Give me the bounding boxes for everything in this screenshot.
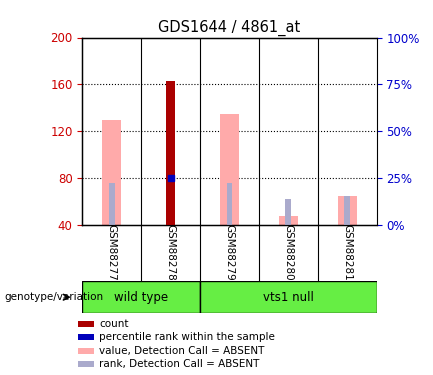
Text: GSM88281: GSM88281: [342, 224, 352, 280]
Bar: [285, 199, 291, 225]
Bar: [166, 81, 175, 225]
Bar: [78, 321, 94, 327]
Text: GSM88280: GSM88280: [283, 224, 294, 280]
Bar: [78, 334, 94, 340]
Bar: [78, 348, 94, 354]
Text: genotype/variation: genotype/variation: [4, 292, 103, 302]
Bar: [220, 114, 239, 225]
Text: GSM88279: GSM88279: [224, 224, 235, 280]
Text: percentile rank within the sample: percentile rank within the sample: [99, 332, 275, 342]
Bar: [279, 216, 298, 225]
Text: value, Detection Call = ABSENT: value, Detection Call = ABSENT: [99, 346, 265, 356]
Bar: [338, 196, 357, 225]
Bar: [226, 183, 233, 225]
Text: rank, Detection Call = ABSENT: rank, Detection Call = ABSENT: [99, 360, 260, 369]
Bar: [109, 183, 115, 225]
Text: GSM88278: GSM88278: [165, 224, 176, 280]
Text: count: count: [99, 319, 129, 328]
Bar: [200, 281, 377, 313]
Text: GSM88277: GSM88277: [107, 224, 117, 280]
Bar: [82, 281, 200, 313]
Text: vts1 null: vts1 null: [263, 291, 314, 304]
Bar: [78, 362, 94, 368]
Title: GDS1644 / 4861_at: GDS1644 / 4861_at: [158, 20, 301, 36]
Bar: [344, 196, 350, 225]
Text: wild type: wild type: [114, 291, 168, 304]
Bar: [102, 120, 121, 225]
